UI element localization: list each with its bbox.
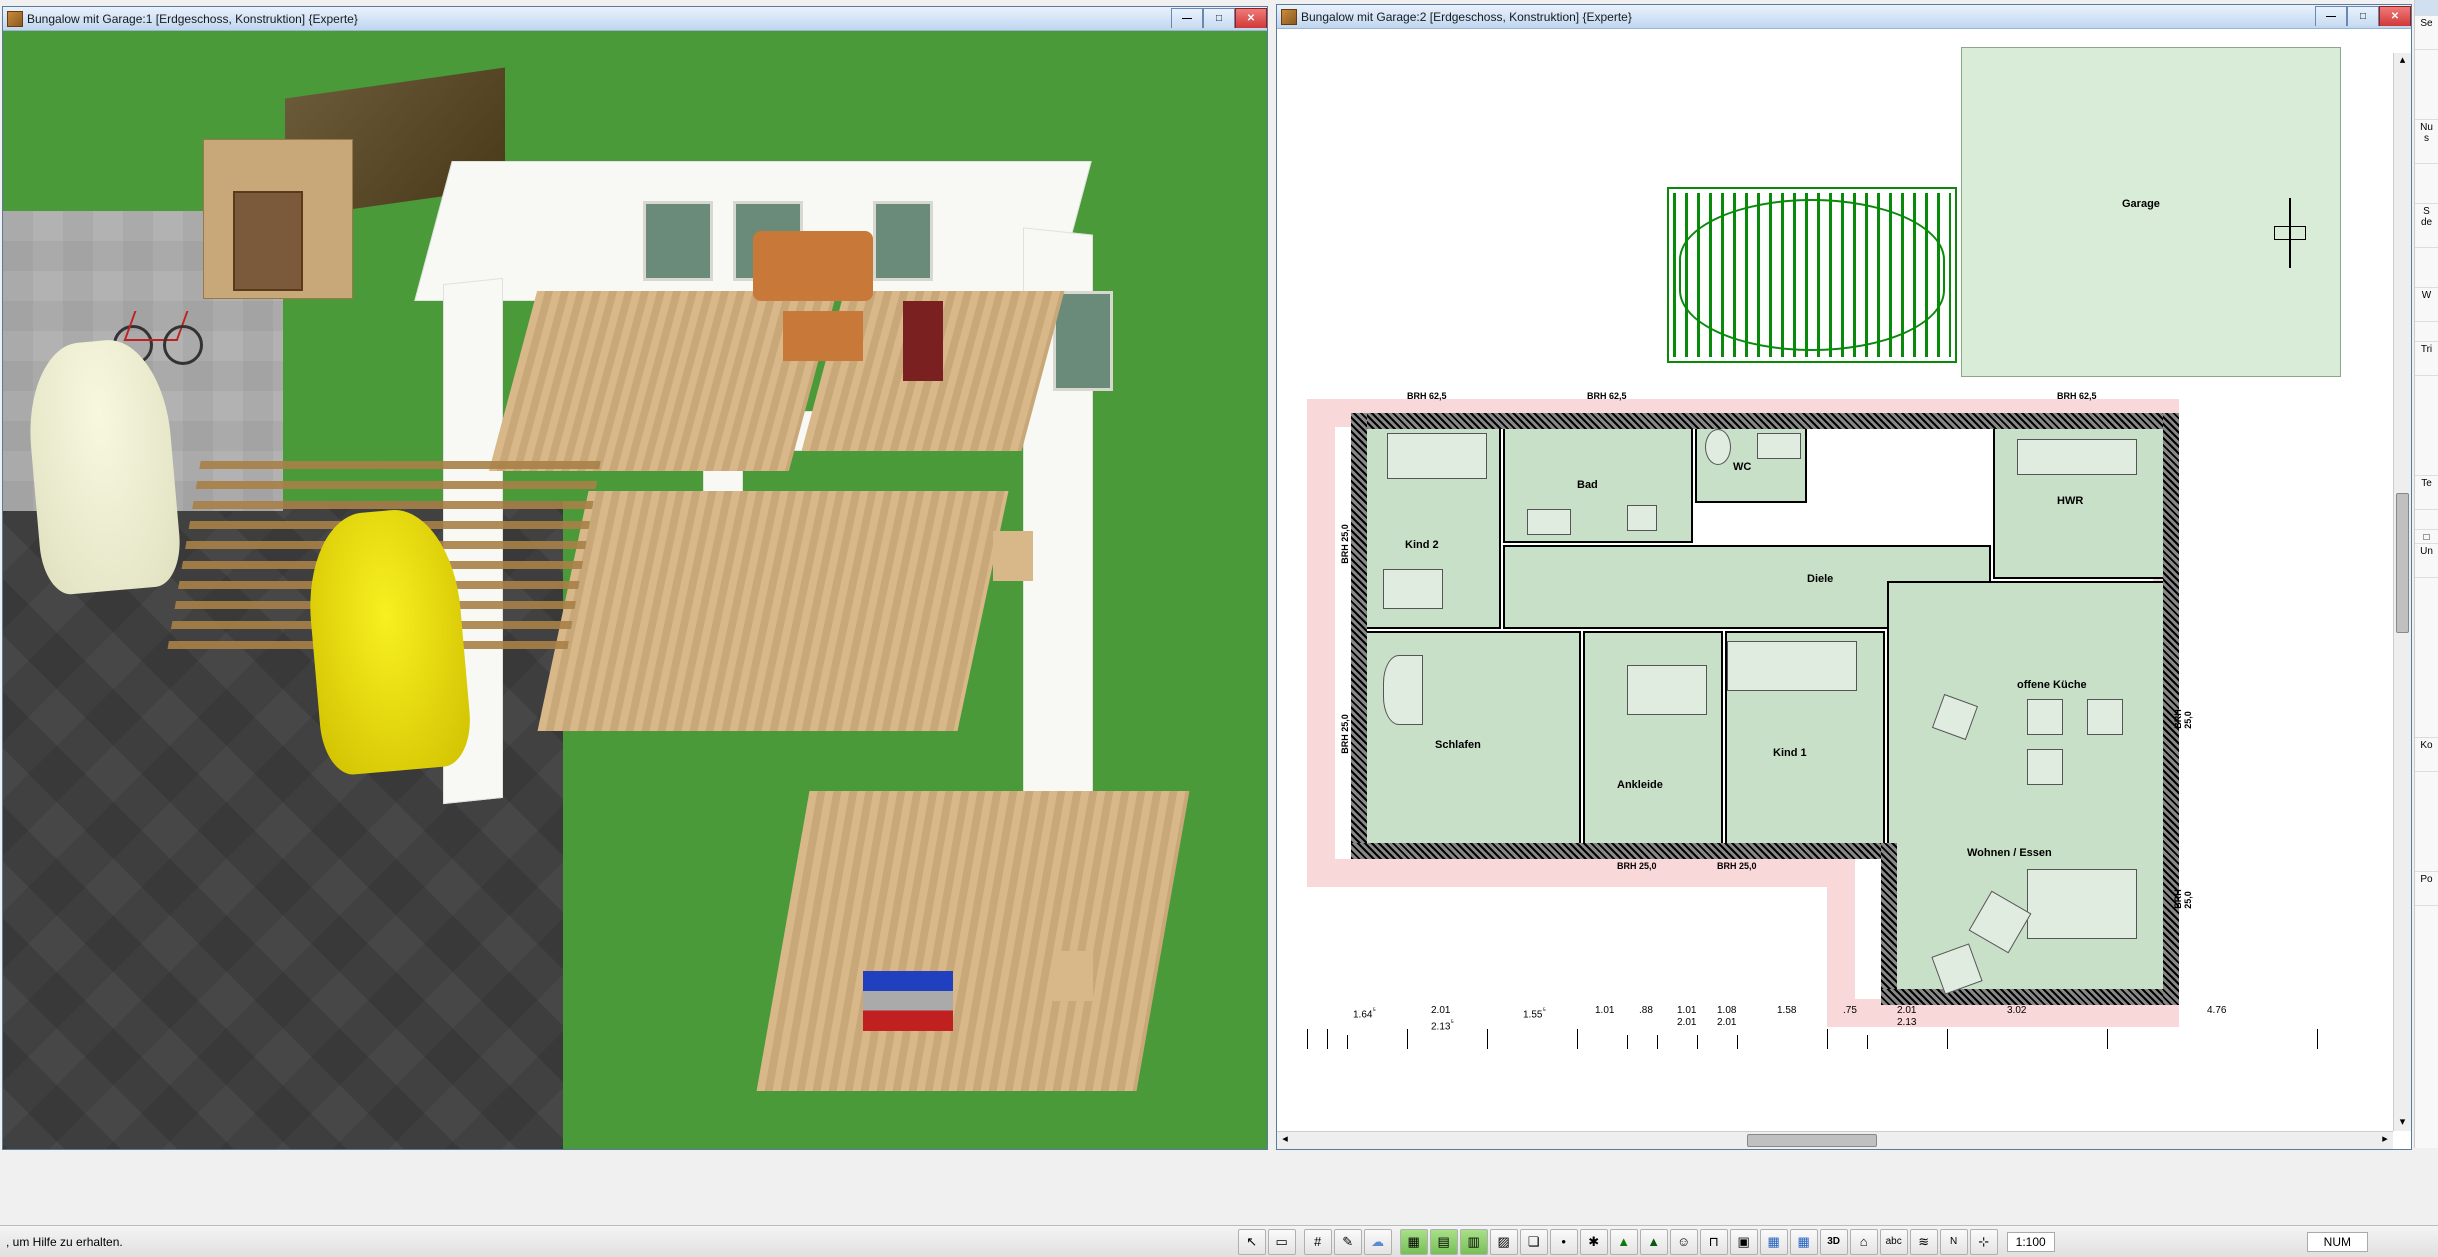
tool-pointer-icon[interactable]: ↖	[1238, 1229, 1266, 1255]
label-diele: Diele	[1807, 573, 1833, 585]
maximize-button[interactable]	[2347, 6, 2379, 26]
statusbar: , um Hilfe zu erhalten. ↖ ▭ # ✎ ☁ ▦ ▤ ▥ …	[0, 1225, 2438, 1257]
brh-label: BRH 62,5	[1587, 391, 1627, 401]
brh-label: BRH 62,5	[2057, 391, 2097, 401]
minimize-button[interactable]	[2315, 6, 2347, 26]
garage-label: Garage	[2122, 198, 2160, 210]
tool-hatch-icon[interactable]: ▨	[1490, 1229, 1518, 1255]
label-bad: Bad	[1577, 479, 1598, 491]
brh-label: BRH 25,0	[2173, 709, 2193, 729]
dimension-ruler: 1.64⁵ 2.01 2.13⁵ 1.55⁵ 1.01 .88 1.01 2.0…	[1307, 999, 2331, 1049]
brh-label: BRH 62,5	[1407, 391, 1447, 401]
tool-tree1-icon[interactable]: ▲	[1610, 1229, 1638, 1255]
flag-object-3d	[863, 971, 953, 1031]
label-wc: WC	[1733, 461, 1751, 473]
brh-label: BRH 25,0	[1340, 524, 1350, 564]
tool-terrain1-icon[interactable]: ▦	[1400, 1229, 1428, 1255]
right-sidebar[interactable]: Se Nu s S de W Tri Te □ Un Ko Po	[2414, 0, 2438, 1148]
table-3d	[783, 311, 863, 361]
tool-person-icon[interactable]: ☺	[1670, 1229, 1698, 1255]
scale-display[interactable]: 1:100	[2007, 1232, 2055, 1252]
tool-stack-icon[interactable]: ▣	[1730, 1229, 1758, 1255]
tool-cloud-icon[interactable]: ☁	[1364, 1229, 1392, 1255]
titlebar-2[interactable]: Bungalow mit Garage:2 [Erdgeschoss, Kons…	[1277, 5, 2411, 29]
viewport-3d[interactable]	[3, 31, 1267, 1149]
tool-3d-icon[interactable]: 3D	[1820, 1229, 1848, 1255]
label-ankleide: Ankleide	[1617, 779, 1663, 791]
tool-color2-icon[interactable]: ▦	[1790, 1229, 1818, 1255]
window-2d-plan: Bungalow mit Garage:2 [Erdgeschoss, Kons…	[1276, 4, 2412, 1150]
sidebar-item[interactable]: Nu s	[2415, 120, 2438, 164]
status-hint: , um Hilfe zu erhalten.	[6, 1235, 123, 1249]
label-hwr: HWR	[2057, 495, 2083, 507]
label-kind1: Kind 1	[1773, 747, 1807, 759]
close-button[interactable]	[1235, 8, 1267, 28]
tool-house-icon[interactable]: ⌂	[1850, 1229, 1878, 1255]
minimize-button[interactable]	[1171, 8, 1203, 28]
window-3d-view: Bungalow mit Garage:1 [Erdgeschoss, Kons…	[2, 6, 1268, 1150]
sidebar-item[interactable]: Se	[2415, 16, 2438, 50]
tool-point2-icon[interactable]: ✱	[1580, 1229, 1608, 1255]
viewport-2d[interactable]: Garage	[1277, 29, 2411, 1149]
brh-label: BRH 25,0	[1617, 861, 1657, 871]
tool-point1-icon[interactable]: •	[1550, 1229, 1578, 1255]
chair-3d	[993, 531, 1033, 581]
sidebar-item[interactable]: Te	[2415, 476, 2438, 510]
sidebar-item[interactable]: Tri	[2415, 342, 2438, 376]
chair-3d	[1053, 951, 1093, 1001]
tool-cube-icon[interactable]: ❏	[1520, 1229, 1548, 1255]
scrollbar-horizontal[interactable]: ◂ ▸	[1277, 1131, 2393, 1149]
scrollbar-vertical[interactable]: ▴ ▾	[2393, 53, 2411, 1131]
tool-north-icon[interactable]: N	[1940, 1229, 1968, 1255]
tool-sheet-icon[interactable]: ▭	[1268, 1229, 1296, 1255]
sidebar-item[interactable]: Ko	[2415, 738, 2438, 772]
sidebar-item[interactable]: Po	[2415, 872, 2438, 906]
tool-terrain2-icon[interactable]: ▤	[1430, 1229, 1458, 1255]
armchair-3d	[903, 301, 943, 381]
tool-pen-icon[interactable]: ✎	[1334, 1229, 1362, 1255]
tool-grid-icon[interactable]: #	[1304, 1229, 1332, 1255]
sidebar-item[interactable]: W	[2415, 288, 2438, 322]
maximize-button[interactable]	[1203, 8, 1235, 28]
garage-plot: Garage	[1961, 47, 2341, 377]
sofa-3d	[753, 231, 873, 301]
numlock-indicator: NUM	[2307, 1232, 2368, 1252]
window1-title: Bungalow mit Garage:1 [Erdgeschoss, Kons…	[27, 12, 1171, 26]
tool-color1-icon[interactable]: ▦	[1760, 1229, 1788, 1255]
label-kind2: Kind 2	[1405, 539, 1439, 551]
tool-abc-icon[interactable]: abc	[1880, 1229, 1908, 1255]
tool-axis-icon[interactable]: ⊹	[1970, 1229, 1998, 1255]
brh-label: BRH 25,0	[1717, 861, 1757, 871]
pergola-plan	[1667, 187, 1957, 363]
brh-label: BRH 25,0	[1340, 714, 1350, 754]
sidebar-item[interactable]: S de	[2415, 204, 2438, 248]
label-wohnen: Wohnen / Essen	[1967, 847, 2052, 859]
tool-tree2-icon[interactable]: ▲	[1640, 1229, 1668, 1255]
label-kueche: offene Küche	[2017, 679, 2087, 691]
close-button[interactable]	[2379, 6, 2411, 26]
sidebar-item[interactable]: Un	[2415, 544, 2438, 578]
tool-chair-icon[interactable]: ⊓	[1700, 1229, 1728, 1255]
app-icon	[1281, 9, 1297, 25]
brh-label: BRH 25,0	[2173, 889, 2193, 909]
tool-terrain3-icon[interactable]: ▥	[1460, 1229, 1488, 1255]
window2-title: Bungalow mit Garage:2 [Erdgeschoss, Kons…	[1301, 10, 2315, 24]
room-ankleide	[1583, 631, 1723, 847]
label-schlafen: Schlafen	[1435, 739, 1481, 751]
tool-wave-icon[interactable]: ≋	[1910, 1229, 1938, 1255]
app-icon	[7, 11, 23, 27]
titlebar-1[interactable]: Bungalow mit Garage:1 [Erdgeschoss, Kons…	[3, 7, 1267, 31]
house-plan: Kind 2 Bad WC Diele HWR Schlafen Ankleid…	[1327, 409, 2177, 869]
